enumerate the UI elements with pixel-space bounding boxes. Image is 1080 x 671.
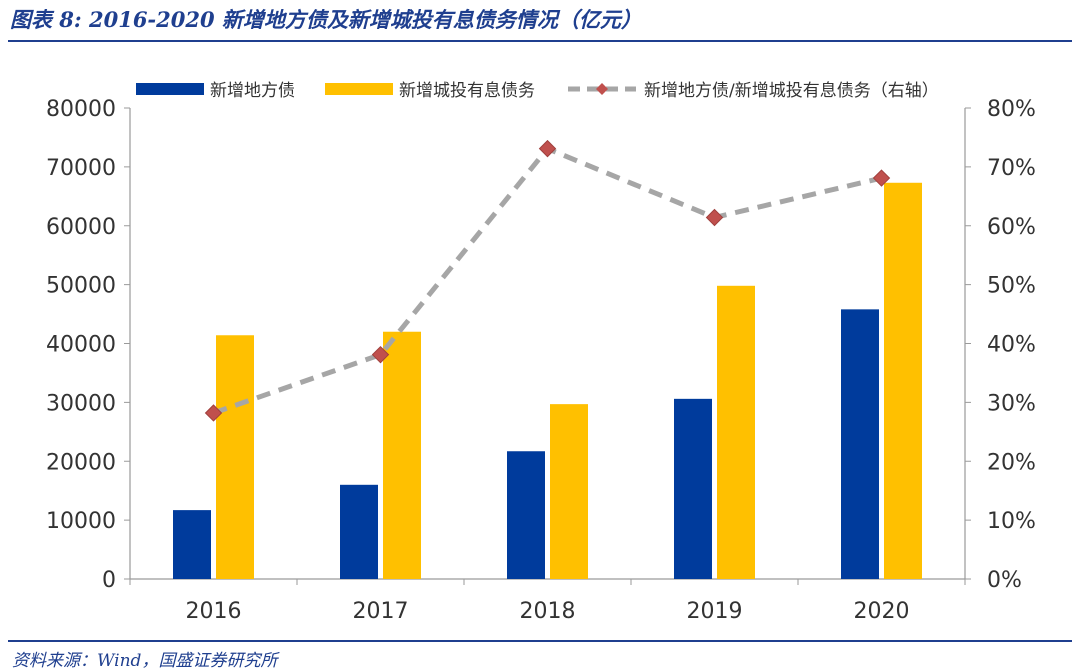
bar-local-bond-2019 xyxy=(674,398,712,579)
x-tick-label: 2016 xyxy=(186,599,242,624)
y-left-tick-label: 60000 xyxy=(46,215,116,240)
x-tick-label: 2018 xyxy=(520,599,576,624)
ratio-point-2020 xyxy=(872,169,891,187)
bars xyxy=(173,182,922,580)
y-right-tick-label: 70% xyxy=(987,156,1036,181)
bar-lgfv-debt-2020 xyxy=(884,182,922,580)
y-left-tick-label: 40000 xyxy=(46,333,116,358)
ratio-point-2018 xyxy=(538,139,557,158)
chart-title: 图表 8: 2016-2020 新增地方债及新增城投有息债务情况（亿元） xyxy=(10,7,642,32)
y-right-tick-label: 0% xyxy=(987,568,1022,593)
bar-lgfv-debt-2016 xyxy=(216,335,254,579)
y-right-tick-label: 10% xyxy=(987,509,1036,534)
x-tick-label: 2017 xyxy=(353,599,409,624)
legend-swatch-lgfv-debt xyxy=(325,83,393,95)
chart-area: 0 10000 20000 30000 40000 50000 60000 70000 8000… xyxy=(46,81,1036,624)
bar-local-bond-2020 xyxy=(841,309,879,579)
y-left-tick-label: 80000 xyxy=(46,97,116,122)
y-right-tick-label: 60% xyxy=(987,215,1036,240)
x-tick-label: 2020 xyxy=(854,599,910,624)
legend-label-ratio: 新增地方债/新增城投有息债务（右轴） xyxy=(644,81,939,101)
bar-local-bond-2017 xyxy=(340,484,378,579)
legend-label-lgfv-debt: 新增城投有息债务 xyxy=(399,81,535,101)
source-note: 资料来源：Wind，国盛证券研究所 xyxy=(12,651,278,671)
ratio-point-2016 xyxy=(204,404,223,422)
bar-local-bond-2018 xyxy=(507,451,545,579)
y-right-tick-label: 80% xyxy=(987,97,1036,122)
y-left-tick-label: 0 xyxy=(102,568,116,593)
bar-lgfv-debt-2018 xyxy=(550,404,588,579)
ratio-point-2017 xyxy=(371,345,390,364)
y-right-tick-label: 20% xyxy=(987,450,1036,475)
y-right-tick-label: 30% xyxy=(987,391,1036,416)
y-right-tick-label: 50% xyxy=(987,274,1036,299)
source-rule xyxy=(8,640,1072,642)
bar-local-bond-2016 xyxy=(173,510,211,579)
y-right-tick-label: 40% xyxy=(987,333,1036,358)
ratio-series-line xyxy=(212,145,883,416)
axes: 0 10000 20000 30000 40000 50000 60000 70000 8000… xyxy=(46,97,1036,624)
title-rule xyxy=(8,40,1072,42)
legend-swatch-local-bond xyxy=(136,83,204,95)
ratio-line xyxy=(204,139,891,422)
x-tick-label: 2019 xyxy=(687,599,743,624)
ratio-point-2019 xyxy=(705,208,724,227)
legend-label-local-bond: 新增地方债 xyxy=(210,81,295,101)
legend: 新增地方债 新增城投有息债务 新增地方债/新增城投有息债务（右轴） xyxy=(136,81,939,101)
y-left-tick-label: 10000 xyxy=(46,509,116,534)
bar-lgfv-debt-2017 xyxy=(383,331,421,579)
legend-swatch-ratio-marker xyxy=(596,83,608,95)
y-left-tick-label: 20000 xyxy=(46,450,116,475)
y-left-tick-label: 70000 xyxy=(46,156,116,181)
bar-lgfv-debt-2019 xyxy=(717,285,755,579)
y-left-tick-label: 50000 xyxy=(46,274,116,299)
y-left-tick-label: 30000 xyxy=(46,391,116,416)
